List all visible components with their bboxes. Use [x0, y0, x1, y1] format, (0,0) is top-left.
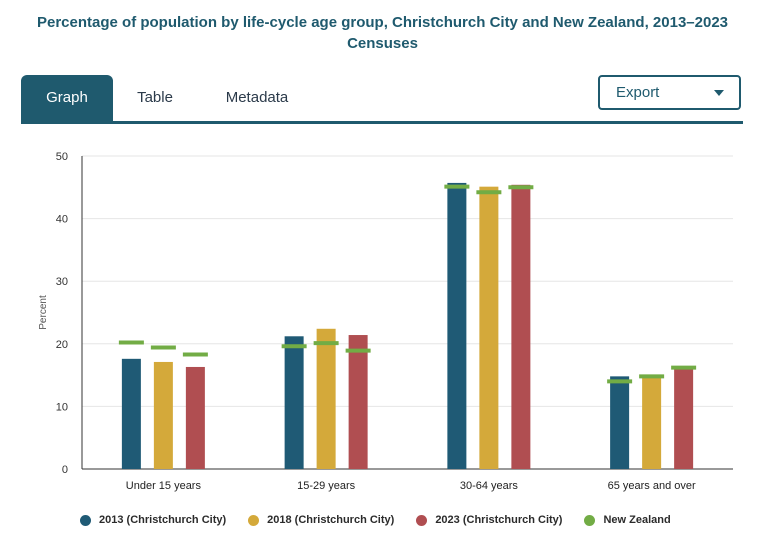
bar-2023	[674, 366, 694, 469]
legend-swatch-2018	[248, 514, 260, 526]
legend-item-nz[interactable]: New Zealand	[584, 514, 671, 526]
chart-title: Percentage of population by life-cycle a…	[36, 14, 729, 52]
tab-table[interactable]: Table	[137, 89, 173, 106]
bar-2023	[185, 366, 205, 469]
bar-2023	[511, 184, 531, 469]
legend-swatch-2013	[80, 514, 91, 526]
legend-item-2018[interactable]: 2018 (Christchurch City)	[248, 514, 394, 526]
legend-item-2013[interactable]: 2013 (Christchurch City)	[80, 514, 226, 526]
bar-2013	[610, 376, 630, 469]
y-tick-label: 0	[62, 464, 68, 476]
x-tick-label: 30-64 years	[460, 480, 519, 492]
y-tick-label: 10	[56, 401, 68, 413]
x-tick-label: 15-29 years	[297, 480, 356, 492]
y-tick-label: 50	[56, 151, 68, 163]
legend-swatch-2023	[416, 514, 428, 526]
legend-item-2023[interactable]: 2023 (Christchurch City)	[416, 514, 562, 526]
legend: 2013 (Christchurch City) 2018 (Christchu…	[80, 511, 693, 529]
bar-2018	[479, 186, 499, 469]
tab-metadata[interactable]: Metadata	[225, 89, 289, 106]
x-tick-label: Under 15 years	[126, 480, 202, 492]
bar-2013	[121, 358, 141, 469]
legend-label-2018: 2018 (Christchurch City)	[267, 514, 395, 526]
bar-2013	[447, 182, 467, 469]
legend-label-2023: 2023 (Christchurch City)	[435, 514, 563, 526]
y-axis-label: Percent	[38, 295, 49, 330]
caret-down-icon	[714, 90, 724, 96]
tab-graph[interactable]: Graph	[21, 75, 113, 121]
chart-area: 0 10 20 30 40 50 Percent Under 15 years 15-29 ye…	[38, 151, 733, 492]
tab-bar: Graph Table Metadata	[21, 75, 743, 124]
bar-2018	[153, 361, 173, 469]
legend-label-2013: 2013 (Christchurch City)	[99, 514, 227, 526]
bar-2018	[642, 374, 662, 469]
legend-swatch-nz	[584, 514, 596, 526]
y-tick-label: 30	[56, 276, 68, 288]
legend-label-nz: New Zealand	[603, 514, 671, 526]
export-dropdown[interactable]: Export	[598, 75, 741, 110]
bar-2013	[284, 336, 304, 469]
y-tick-label: 20	[56, 339, 68, 351]
y-tick-label: 40	[56, 214, 68, 226]
bar-2023	[348, 335, 368, 469]
export-label: Export	[616, 84, 660, 101]
bar-2018	[316, 328, 336, 469]
x-tick-label: 65 years and over	[608, 480, 696, 492]
